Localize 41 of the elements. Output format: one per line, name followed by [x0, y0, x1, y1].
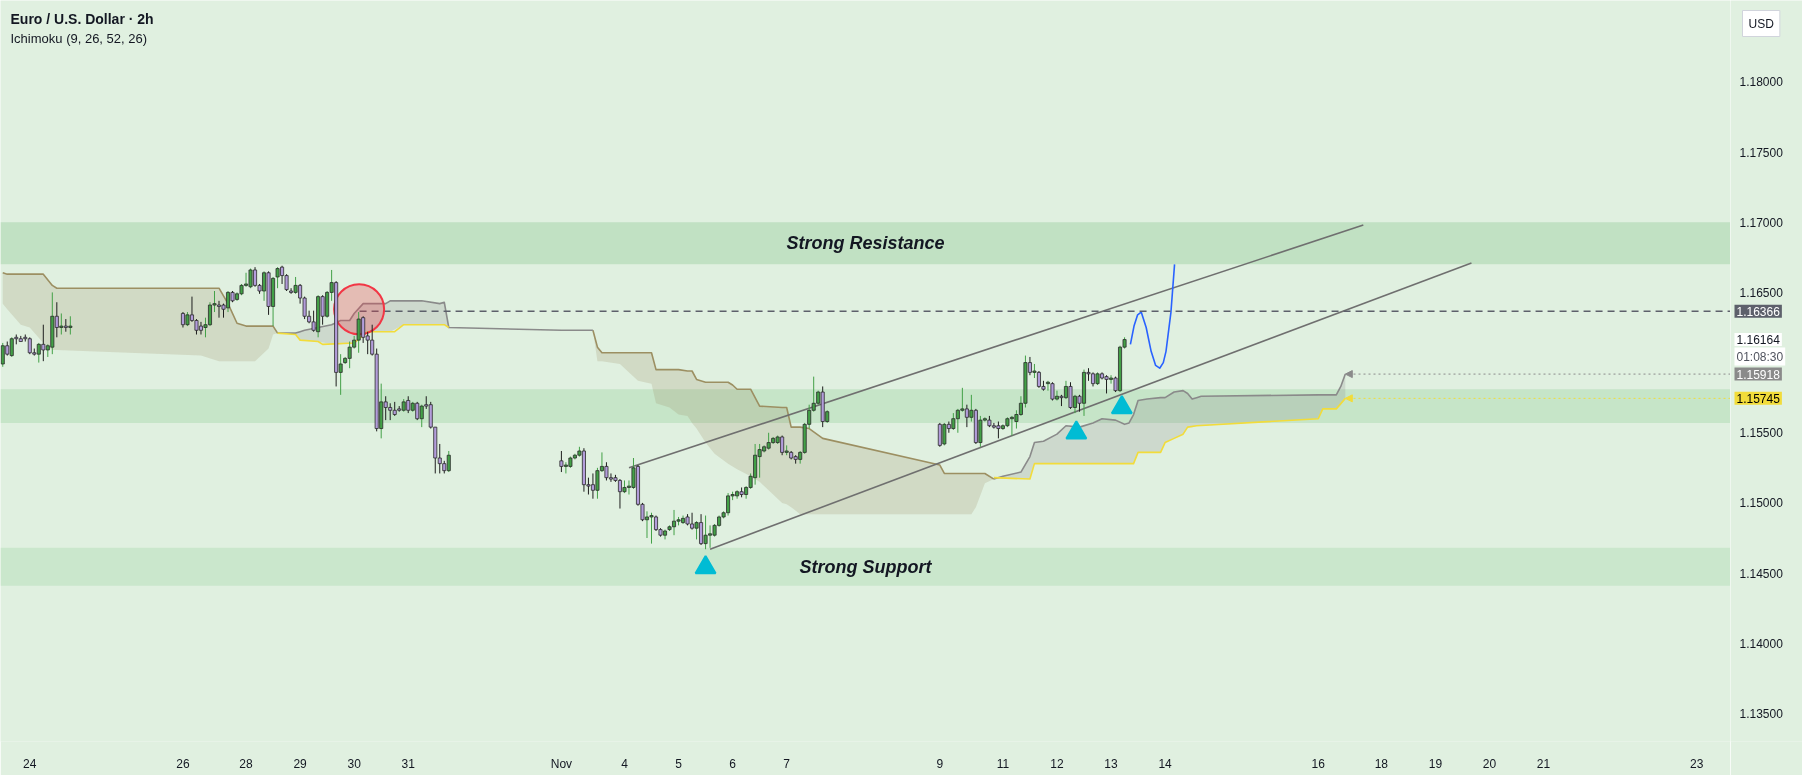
x-tick-label: 12	[1050, 756, 1064, 771]
text: 01:08:30	[1736, 349, 1784, 364]
y-tick-label: 1.13500	[1739, 706, 1784, 721]
y-tick-label: 1.18000	[1739, 75, 1784, 90]
annotation: 1.15918	[1736, 367, 1781, 382]
y-tick-label: 1.16500	[1739, 285, 1784, 300]
x-tick-label: 14	[1158, 756, 1173, 771]
text: 1.16164	[1736, 333, 1780, 348]
band-label: Strong Resistance	[786, 233, 945, 254]
y-tick-label: 1.15500	[1739, 426, 1784, 441]
x-tick-label: 5	[675, 756, 683, 771]
x-tick-label: 20	[1482, 756, 1497, 771]
x-tick-label: 29	[293, 756, 308, 771]
x-tick-label: 7	[783, 756, 791, 771]
data-label: 1.16366	[1736, 304, 1781, 319]
x-tick-label: 9	[936, 756, 944, 771]
x-tick-label: 13	[1104, 756, 1119, 771]
x-tick-label: 4	[621, 756, 629, 771]
y-tick-label: 1.17500	[1739, 145, 1784, 160]
x-tick-label: 11	[996, 756, 1010, 771]
x-tick-label: 16	[1311, 756, 1326, 771]
band-label: Strong Support	[799, 556, 933, 577]
x-tick-label: 23	[1690, 756, 1704, 771]
x-tick-label: 31	[401, 756, 416, 771]
y-tick-label: 1.15000	[1739, 496, 1784, 511]
annotation: 1.15745	[1736, 391, 1781, 406]
y-axis-title: USD	[1748, 16, 1775, 31]
text: Euro / U.S. Dollar · 2h	[10, 10, 154, 27]
x-tick-label: 24	[23, 756, 37, 771]
x-tick-label: 28	[239, 756, 254, 771]
x-tick-label: Nov	[550, 756, 573, 771]
y-tick-label: 1.17000	[1739, 215, 1784, 230]
x-tick-label: 6	[729, 756, 737, 771]
x-tick-label: 26	[176, 756, 190, 771]
x-tick-label: 19	[1428, 756, 1443, 771]
x-tick-label: 21	[1536, 756, 1551, 771]
y-tick-label: 1.14000	[1739, 636, 1784, 651]
text: Ichimoku (9, 26, 52, 26)	[10, 30, 148, 46]
x-tick-label: 18	[1374, 756, 1389, 771]
y-tick-label: 1.14500	[1739, 566, 1784, 581]
x-tick-label: 30	[347, 756, 362, 771]
